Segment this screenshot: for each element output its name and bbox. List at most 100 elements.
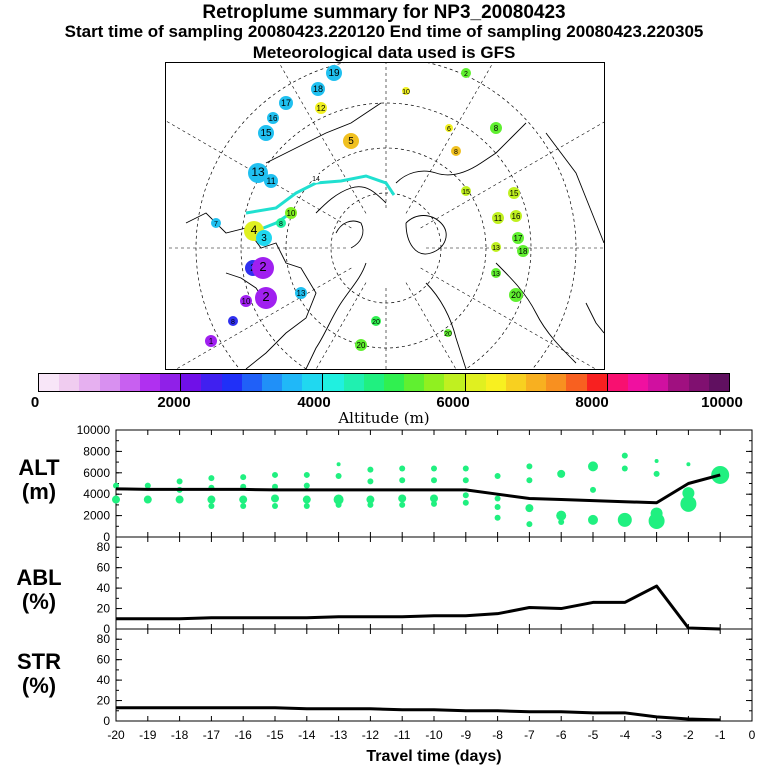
- x-tick-label: -5: [588, 728, 599, 742]
- chart-title: Retroplume summary for NP3_20080423: [202, 2, 566, 23]
- x-tick-label: -4: [619, 728, 630, 742]
- colorbar-swatch: [404, 374, 425, 391]
- coastline: [405, 215, 447, 255]
- plume-centroid-marker: [326, 65, 342, 81]
- cluster-point: [494, 495, 501, 502]
- cluster-point: [621, 452, 628, 459]
- plume-centroid-marker: [355, 339, 367, 351]
- x-tick-label: -11: [394, 728, 411, 742]
- plume-day-label: 10: [287, 209, 296, 218]
- plume-centroid-marker: [295, 287, 307, 299]
- plume-centroid-marker: [461, 186, 471, 196]
- plume-centroid-marker: [509, 288, 523, 302]
- plume-centroid-marker: [248, 163, 268, 183]
- x-tick-label: -17: [203, 728, 221, 742]
- plume-centroid-marker: [311, 173, 321, 183]
- plume-day-label: 6: [447, 126, 451, 133]
- colorbar-swatch: [505, 374, 527, 391]
- cluster-point: [558, 519, 565, 526]
- plume-day-label: 18: [519, 247, 528, 256]
- colorbar-swatch: [261, 374, 283, 391]
- plume-day-label: 17: [281, 98, 291, 108]
- colorbar-swatch: [363, 374, 384, 391]
- y-tick-label: 4000: [83, 487, 110, 501]
- chart-subtitle: Start time of sampling 20080423.220120 E…: [64, 22, 704, 41]
- colorbar-label: Altitude (m): [338, 409, 430, 427]
- x-tick-label: -10: [425, 728, 443, 742]
- cluster-point: [462, 492, 469, 499]
- colorbar-tick-label: 0: [30, 394, 40, 411]
- meridian-line: [166, 120, 352, 229]
- colorbar-swatch: [99, 374, 120, 391]
- y-tick-label: 80: [97, 632, 111, 646]
- series-line-alt: [115, 473, 721, 505]
- cluster-point: [239, 495, 248, 504]
- coastline: [585, 302, 604, 334]
- cluster-point: [431, 465, 437, 472]
- plume-day-label: 20: [357, 341, 366, 350]
- cluster-point: [366, 495, 375, 504]
- cluster-point: [175, 495, 184, 504]
- x-tick-label: -14: [298, 728, 316, 742]
- cluster-point: [590, 486, 596, 493]
- str-label-line2: (%): [21, 673, 57, 698]
- x-tick-label: -9: [460, 728, 471, 742]
- coastline: [545, 132, 604, 244]
- plume-day-label: 15: [260, 128, 272, 139]
- y-tick-label: 60: [97, 561, 111, 575]
- cluster-point: [430, 494, 438, 503]
- plume-day-label: 4: [251, 223, 258, 237]
- cluster-point: [617, 512, 632, 527]
- cluster-point: [398, 494, 407, 503]
- colorbar-swatch: [546, 374, 567, 391]
- y-tick-label: 6000: [83, 466, 110, 480]
- x-tick-label: -12: [362, 728, 380, 742]
- y-tick-label: 40: [97, 581, 111, 595]
- plume-day-label: 17: [514, 234, 523, 243]
- plume-centroid-marker: [285, 207, 297, 219]
- cluster-point: [271, 494, 279, 503]
- plume-day-label: 10: [402, 89, 410, 96]
- cluster-point: [367, 478, 374, 485]
- plume-centroid-marker: [451, 146, 461, 156]
- plume-centroid-marker: [315, 102, 327, 114]
- plume-centroid-marker: [512, 232, 524, 244]
- retroplume-map: 1918171615131114125108432221081713202088…: [165, 62, 605, 370]
- plume-day-label: 10: [242, 297, 251, 306]
- cluster-point: [462, 477, 469, 484]
- colorbar-swatch: [201, 374, 222, 391]
- cluster-point: [686, 462, 691, 467]
- y-tick-label: 60: [97, 653, 111, 667]
- plume-centroid-marker: [371, 316, 381, 326]
- cluster-point: [588, 461, 598, 472]
- cluster-point: [557, 469, 566, 478]
- cluster-point: [588, 514, 598, 525]
- coastline: [335, 220, 364, 249]
- plume-day-label: 14: [312, 176, 320, 183]
- cluster-point: [648, 512, 665, 529]
- plume-centroid-marker: [267, 112, 279, 124]
- cluster-point: [335, 501, 342, 508]
- plume-centroid-marker: [490, 122, 502, 134]
- colorbar-swatch: [343, 374, 364, 391]
- y-tick-label: 20: [97, 694, 111, 708]
- coastline: [425, 282, 467, 369]
- y-tick-label: 0: [103, 622, 110, 636]
- abl-axis-label: ABL (%): [4, 566, 74, 614]
- colorbar-swatch: [668, 374, 689, 391]
- colorbar-swatch: [485, 374, 506, 391]
- cluster-point: [143, 495, 152, 504]
- cluster-point: [207, 495, 216, 504]
- coastline: [185, 212, 317, 369]
- polar-map-svg: 1918171615131114125108432221081713202088…: [166, 63, 604, 369]
- colorbar-swatch: [688, 374, 709, 391]
- coastline: [305, 262, 367, 369]
- plume-centroid-marker: [264, 174, 278, 188]
- plume-day-label: 11: [494, 214, 503, 223]
- x-tick-label: -3: [651, 728, 662, 742]
- x-tick-label: -8: [492, 728, 503, 742]
- colorbar-swatch: [181, 374, 202, 391]
- cluster-point: [208, 475, 215, 482]
- colorbar-swatch: [444, 374, 466, 391]
